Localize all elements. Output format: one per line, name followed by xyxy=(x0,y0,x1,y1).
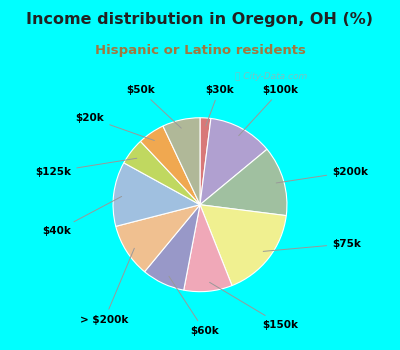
Text: $40k: $40k xyxy=(42,196,122,236)
Wedge shape xyxy=(116,205,200,272)
Text: $50k: $50k xyxy=(126,85,181,128)
Wedge shape xyxy=(163,118,200,205)
Text: $150k: $150k xyxy=(210,282,299,330)
Wedge shape xyxy=(200,205,286,286)
Text: $30k: $30k xyxy=(205,85,234,126)
Text: $60k: $60k xyxy=(169,276,219,336)
Text: $200k: $200k xyxy=(276,167,368,183)
Wedge shape xyxy=(144,205,200,290)
Wedge shape xyxy=(200,118,211,205)
Wedge shape xyxy=(124,141,200,205)
Text: ⓘ City-Data.com: ⓘ City-Data.com xyxy=(235,71,308,80)
Text: $100k: $100k xyxy=(239,85,299,135)
Text: $20k: $20k xyxy=(76,113,154,140)
Wedge shape xyxy=(200,149,287,216)
Text: Hispanic or Latino residents: Hispanic or Latino residents xyxy=(94,44,306,57)
Wedge shape xyxy=(200,118,267,205)
Wedge shape xyxy=(184,205,232,292)
Text: $125k: $125k xyxy=(35,158,137,177)
Wedge shape xyxy=(113,163,200,226)
Text: Income distribution in Oregon, OH (%): Income distribution in Oregon, OH (%) xyxy=(26,12,374,27)
Text: > $200k: > $200k xyxy=(80,248,134,324)
Wedge shape xyxy=(140,126,200,205)
Text: $75k: $75k xyxy=(263,239,361,251)
